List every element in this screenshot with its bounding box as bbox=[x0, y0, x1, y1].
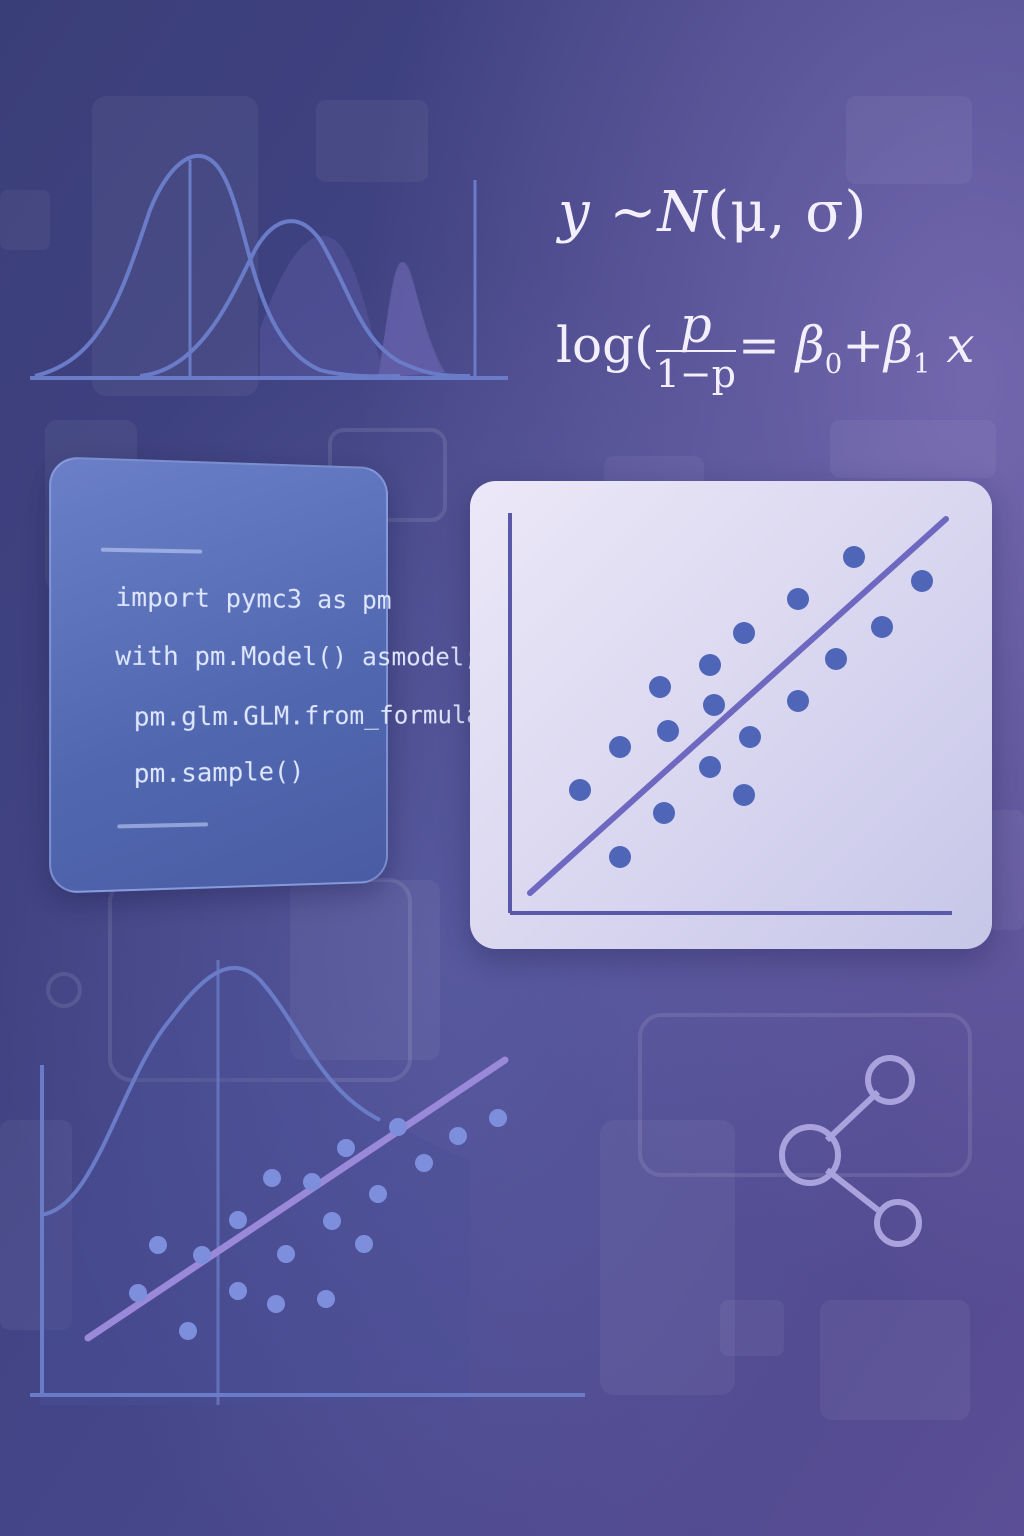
bottom-scatter-point bbox=[415, 1154, 433, 1172]
bottom-scatter-point bbox=[229, 1211, 247, 1229]
regression-line bbox=[530, 519, 946, 893]
scatter-point bbox=[787, 690, 809, 712]
scatter-point bbox=[699, 654, 721, 676]
scatter-point bbox=[703, 694, 725, 716]
bottom-scatter-point bbox=[193, 1246, 211, 1264]
bottom-plot bbox=[0, 930, 600, 1410]
scatter-point bbox=[825, 648, 847, 670]
bottom-scatter-point bbox=[303, 1173, 321, 1191]
scatter-point bbox=[911, 570, 933, 592]
scatter-point bbox=[871, 616, 893, 638]
code-line-2: with pm.Model() asmodel; bbox=[115, 641, 478, 672]
bottom-scatter-point bbox=[267, 1295, 285, 1313]
scatter-point bbox=[733, 622, 755, 644]
bottom-scatter-point bbox=[317, 1290, 335, 1308]
bottom-scatter-point bbox=[149, 1236, 167, 1254]
bottom-scatter-point bbox=[277, 1245, 295, 1263]
bottom-scatter-point bbox=[337, 1139, 355, 1157]
scatter-point bbox=[733, 784, 755, 806]
bottom-scatter-point bbox=[489, 1109, 507, 1127]
formula-logit: log(p 1−p = β0+β1 x bbox=[556, 300, 975, 398]
scatter-point bbox=[653, 802, 675, 824]
bottom-scatter-point bbox=[179, 1322, 197, 1340]
bottom-scatter-point bbox=[449, 1127, 467, 1145]
code-line-4: pm.sample() bbox=[134, 757, 305, 790]
density-fill-small bbox=[378, 262, 445, 378]
scatter-plot bbox=[470, 481, 992, 949]
code-dash-top bbox=[101, 548, 202, 554]
scatter-point bbox=[609, 846, 631, 868]
scatter-card bbox=[470, 481, 992, 949]
scatter-point bbox=[699, 756, 721, 778]
code-panel: import pymc3 as pm with pm.Model() asmod… bbox=[49, 456, 388, 894]
density-curves-top bbox=[0, 0, 520, 400]
share-icon[interactable] bbox=[770, 1045, 940, 1260]
fraction: p 1−p bbox=[656, 300, 736, 398]
scatter-point bbox=[843, 546, 865, 568]
scatter-point bbox=[569, 779, 591, 801]
code-line-1: import pymc3 as pm bbox=[115, 582, 391, 615]
bottom-density-fill bbox=[40, 968, 470, 1405]
bottom-scatter-point bbox=[369, 1185, 387, 1203]
scatter-points bbox=[569, 546, 933, 868]
bottom-scatter-point bbox=[389, 1118, 407, 1136]
scatter-point bbox=[739, 726, 761, 748]
formula-normal: y ~N(μ, σ) bbox=[558, 180, 867, 245]
scatter-point bbox=[657, 720, 679, 742]
bottom-scatter-point bbox=[355, 1235, 373, 1253]
code-line-3: pm.glm.GLM.from_formula bbox=[134, 701, 481, 733]
bottom-scatter-point bbox=[129, 1284, 147, 1302]
bottom-scatter-point bbox=[323, 1212, 341, 1230]
bottom-scatter-point bbox=[263, 1169, 281, 1187]
bottom-scatter-point bbox=[229, 1282, 247, 1300]
scatter-point bbox=[787, 588, 809, 610]
code-dash-bottom bbox=[117, 822, 208, 828]
scatter-point bbox=[649, 676, 671, 698]
scatter-point bbox=[609, 736, 631, 758]
